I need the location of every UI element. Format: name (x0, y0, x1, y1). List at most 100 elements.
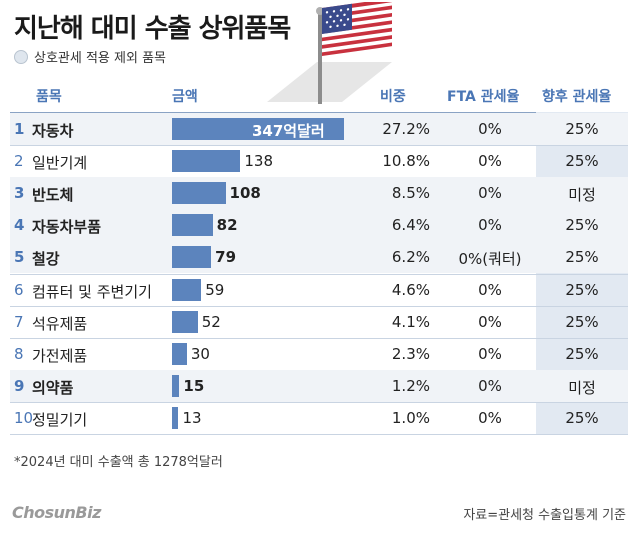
table-row: 8 가전제품 30 2.3% 0% 25% (10, 338, 628, 370)
bar-value-label: 108 (229, 184, 261, 203)
table-row: 5 철강 79 6.2% 0%(쿼터) 25% (10, 241, 628, 274)
header-future: 향후 관세율 (542, 89, 612, 105)
row-name: 가전제품 (32, 346, 88, 365)
page-title: 지난해 대미 수출 상위품목 (14, 14, 291, 44)
row-rank: 5 (14, 248, 25, 267)
row-future-rate: 25% (565, 152, 599, 171)
row-future-rate: 25% (565, 408, 599, 427)
row-fta-rate: 0% (478, 184, 502, 203)
row-rank: 3 (14, 184, 25, 203)
row-rank: 6 (14, 280, 24, 299)
logo: ChosunBiz (12, 503, 101, 522)
bar-mark (172, 182, 226, 205)
row-share: 1.0% (391, 408, 430, 427)
table-row: 1 자동차 347억달러 27.2% 0% 25% (10, 113, 628, 145)
table-row: 7 석유제품 52 4.1% 0% 25% (10, 306, 628, 338)
header-fta: FTA 관세율 (447, 89, 520, 105)
source-note: 자료=관세청 수출입통계 기준 (463, 508, 626, 523)
header-item: 품목 (36, 89, 62, 105)
bar-value-label: 347억달러 (252, 122, 325, 140)
bar-mark (172, 118, 344, 140)
bar-value-label: 59 (205, 280, 225, 299)
row-future-rate: 미정 (568, 378, 596, 397)
row-rank: 9 (14, 376, 25, 395)
table-header: 품목 금액 비중 FTA 관세율 향후 관세율 (0, 86, 640, 108)
bar-mark (172, 406, 179, 429)
row-future-rate: 25% (565, 280, 599, 299)
table-row: 4 자동차부품 82 6.4% 0% 25% (10, 209, 628, 242)
row-share: 27.2% (382, 120, 430, 138)
row-share: 1.2% (391, 376, 430, 395)
table-row: 9 의약품 15 1.2% 0% 미정 (10, 369, 628, 402)
row-rank: 4 (14, 216, 25, 235)
row-future-rate: 25% (565, 120, 599, 138)
header-amount: 금액 (172, 89, 198, 105)
row-rank: 2 (14, 152, 24, 171)
row-share: 6.4% (391, 216, 430, 235)
row-share: 6.2% (391, 248, 430, 267)
row-divider (10, 337, 628, 339)
bar-value-label: 52 (201, 312, 221, 331)
row-divider (10, 434, 628, 435)
row-rank: 7 (14, 312, 24, 331)
bar-value-label: 138 (244, 152, 274, 171)
bar-value-label: 82 (216, 216, 238, 235)
row-name: 자동차 (32, 122, 74, 140)
us-flag-icon (262, 0, 402, 110)
bar-mark (172, 374, 180, 397)
row-share: 4.1% (391, 312, 430, 331)
row-name: 컴퓨터 및 주변기기 (32, 282, 152, 301)
bar-value-label: 79 (215, 248, 237, 267)
bar-mark (172, 310, 198, 333)
table-row: 6 컴퓨터 및 주변기기 59 4.6% 0% 25% (10, 274, 628, 306)
row-future-rate: 25% (565, 312, 599, 331)
row-name: 반도체 (32, 186, 74, 205)
table-row: 10 정밀기기 13 1.0% 0% 25% (10, 402, 628, 434)
bar-mark (172, 246, 212, 269)
header-divider (10, 112, 628, 113)
row-divider (10, 401, 628, 403)
legend-label: 상호관세 적용 제외 품목 (34, 51, 166, 66)
row-fta-rate: 0% (478, 216, 502, 235)
row-name: 일반기계 (32, 154, 88, 173)
row-share: 8.5% (391, 184, 430, 203)
row-divider (10, 273, 628, 275)
row-divider (10, 305, 628, 307)
table-row: 2 일반기계 138 10.8% 0% 25% (10, 145, 628, 177)
row-fta-rate: 0%(쿼터) (458, 250, 522, 269)
row-name: 정밀기기 (32, 410, 88, 429)
row-fta-rate: 0% (478, 312, 502, 331)
row-fta-rate: 0% (478, 120, 502, 138)
table-row: 3 반도체 108 8.5% 0% 미정 (10, 177, 628, 210)
bar-mark (172, 150, 241, 173)
legend-marker-icon (14, 49, 28, 64)
row-fta-rate: 0% (478, 376, 502, 395)
row-future-rate: 미정 (568, 186, 596, 205)
row-name: 의약품 (32, 378, 74, 397)
row-share: 2.3% (391, 344, 430, 363)
row-fta-rate: 0% (478, 280, 502, 299)
bar-mark (172, 342, 187, 365)
bar-mark (172, 214, 213, 237)
row-fta-rate: 0% (478, 152, 502, 171)
bar-value-label: 15 (183, 376, 205, 395)
row-share: 10.8% (382, 152, 430, 171)
row-name: 석유제품 (32, 314, 88, 333)
footnote: *2024년 대미 수출액 총 1278억달러 (14, 455, 223, 470)
row-fta-rate: 0% (478, 344, 502, 363)
row-rank: 10 (14, 408, 34, 427)
legend: 상호관세 적용 제외 품목 (14, 47, 166, 66)
bar-mark (172, 278, 202, 301)
bar-value-label: 13 (182, 408, 202, 427)
row-future-rate: 25% (565, 216, 599, 235)
row-fta-rate: 0% (478, 408, 502, 427)
row-name: 자동차부품 (32, 218, 102, 237)
bar-value-label: 30 (190, 344, 210, 363)
row-divider (10, 145, 628, 147)
row-future-rate: 25% (565, 248, 599, 267)
row-share: 4.6% (391, 280, 430, 299)
row-future-rate: 25% (565, 344, 599, 363)
header-share: 비중 (380, 89, 406, 105)
row-name: 철강 (32, 250, 60, 269)
row-rank: 8 (14, 344, 24, 363)
